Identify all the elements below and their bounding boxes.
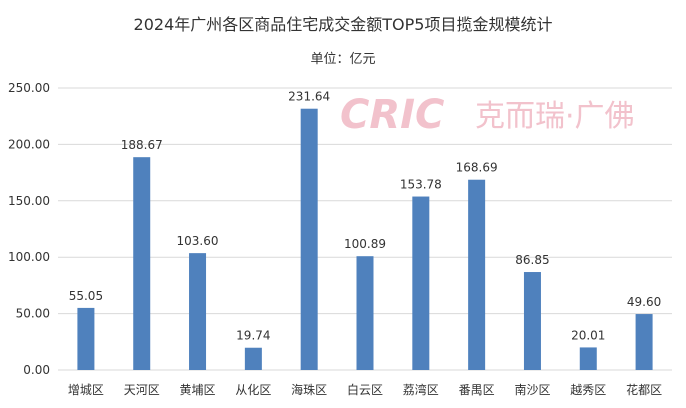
data-label: 103.60: [177, 234, 219, 248]
bar: [300, 108, 318, 370]
data-label: 49.60: [627, 295, 661, 309]
chart-title: 2024年广州各区商品住宅成交金额TOP5项目揽金规模统计: [134, 15, 553, 34]
bar: [356, 256, 374, 370]
watermark-text: 克而瑞·广佛: [475, 99, 635, 134]
data-label: 153.78: [400, 178, 442, 192]
category-label: 增城区: [68, 383, 104, 397]
watermark-logo: CRIC: [340, 92, 444, 138]
x-axis-categories: 增城区 天河区 黄埔区 从化区 海珠区 白云区 荔湾区 番禺区 南沙区 越秀区 花都区: [68, 382, 662, 397]
data-label: 100.89: [344, 237, 386, 251]
category-label: 番禺区: [459, 383, 495, 397]
data-label: 20.01: [571, 328, 605, 342]
category-label: 荔湾区: [403, 382, 439, 397]
bar: [579, 347, 597, 370]
y-tick-label: 250.00: [8, 81, 50, 95]
data-label: 188.67: [121, 138, 163, 152]
y-tick-label: 200.00: [8, 137, 50, 151]
category-label: 黄埔区: [180, 383, 216, 397]
category-label: 海珠区: [291, 382, 327, 397]
y-tick-label: 150.00: [8, 194, 50, 208]
bar: [133, 157, 151, 370]
data-label: 231.64: [288, 90, 330, 104]
y-tick-label: 100.00: [8, 250, 50, 264]
bar: [523, 272, 541, 370]
chart-subtitle: 单位：亿元: [310, 52, 375, 67]
y-axis-ticks: 0.00 50.00 100.00 150.00 200.00 250.00: [8, 81, 50, 377]
bar: [189, 253, 207, 370]
bar: [468, 179, 486, 370]
data-label: 55.05: [69, 289, 103, 303]
data-label: 19.74: [236, 329, 270, 343]
y-tick-label: 50.00: [16, 307, 50, 321]
watermark: CRIC 克而瑞·广佛: [340, 92, 635, 138]
bar: [412, 196, 430, 370]
category-label: 从化区: [235, 383, 271, 397]
bars: [77, 108, 653, 370]
bar: [635, 314, 653, 370]
bar: [77, 307, 95, 370]
data-label: 86.85: [515, 253, 549, 267]
category-label: 花都区: [626, 382, 662, 397]
y-tick-label: 0.00: [23, 363, 50, 377]
data-label: 168.69: [456, 161, 498, 175]
bar: [244, 347, 262, 370]
category-label: 越秀区: [570, 383, 606, 397]
category-label: 南沙区: [514, 382, 550, 397]
category-label: 天河区: [124, 383, 160, 397]
category-label: 白云区: [347, 382, 383, 397]
data-labels: 55.05 188.67 103.60 19.74 231.64 100.89 153.78…: [69, 90, 662, 343]
